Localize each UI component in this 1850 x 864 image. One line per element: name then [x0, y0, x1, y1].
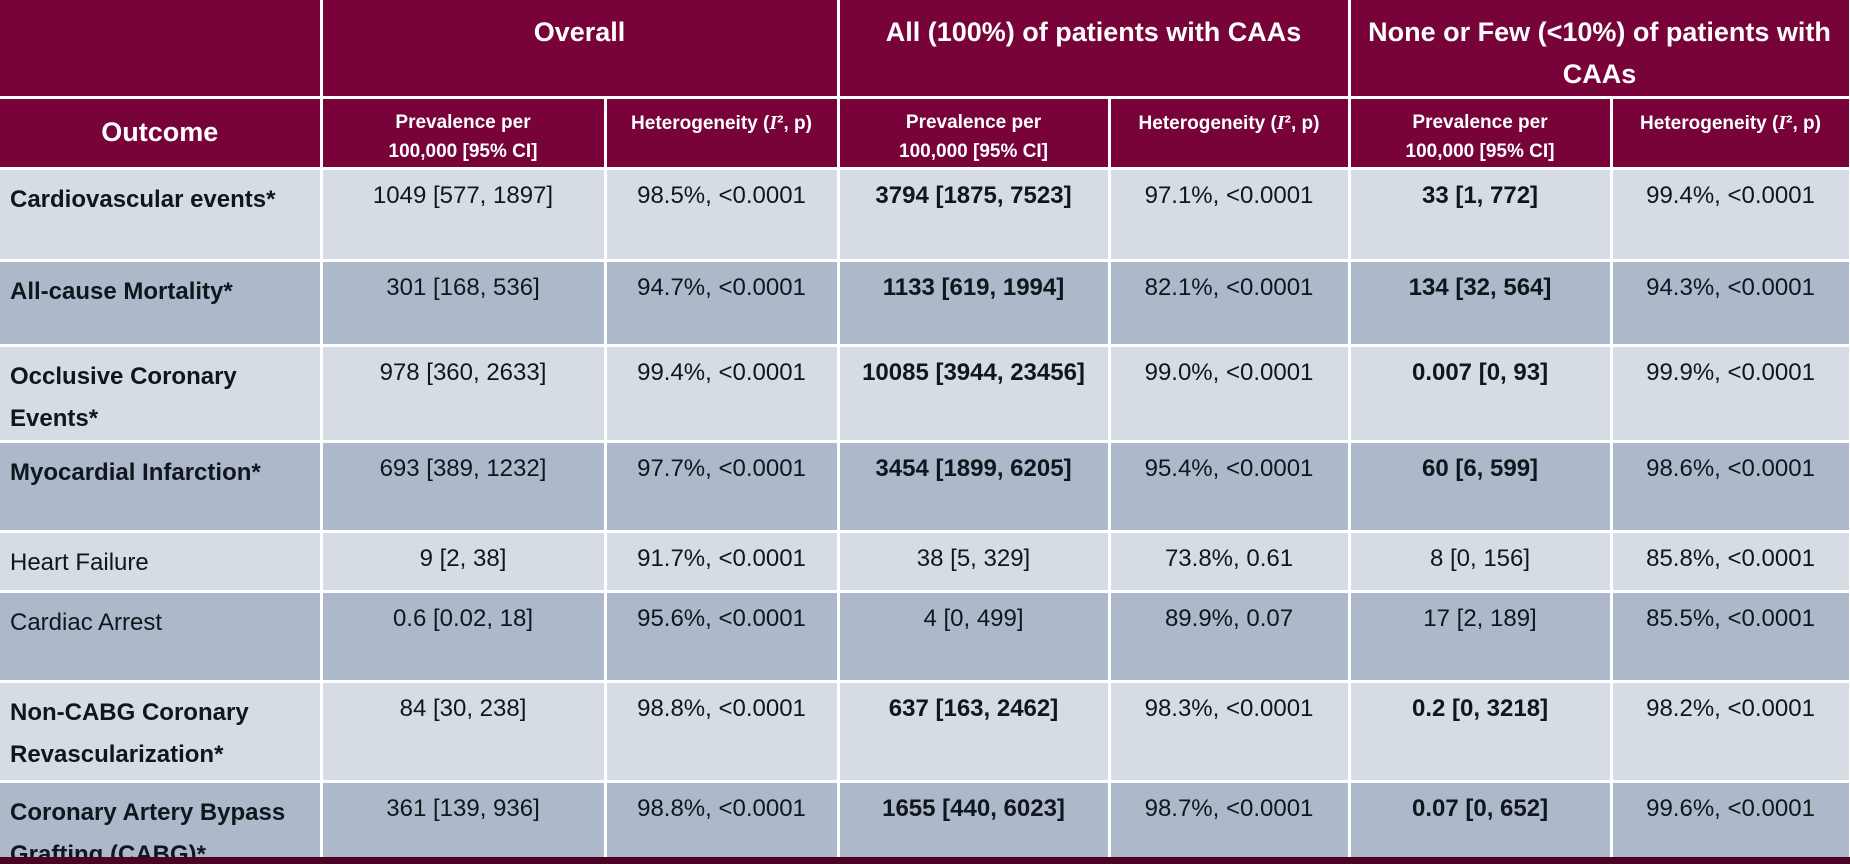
all-caa-prevalence-cell: 1655 [440, 6023] — [836, 779, 1111, 864]
outcome-label-cell: All-cause Mortality* — [0, 258, 323, 347]
table-row: Non-CABG Coronary Revascularization* 84 … — [0, 679, 1850, 783]
heterogeneity-header-suffix: ², p) — [1284, 112, 1320, 134]
all-caa-prevalence-cell: 38 [5, 329] — [836, 529, 1111, 593]
overall-heterogeneity-cell: 97.7%, <0.0001 — [603, 439, 840, 533]
prevalence-header-line2: 100,000 [95% CI] — [388, 141, 538, 163]
table-row: Coronary Artery Bypass Grafting (CABG)* … — [0, 779, 1850, 864]
none-few-caa-heterogeneity-cell: 85.8%, <0.0001 — [1609, 529, 1850, 593]
group-header-none-few-caa: None or Few (<10%) of patients with CAAs — [1347, 0, 1850, 99]
heterogeneity-header-prefix: Heterogeneity ( — [631, 112, 770, 134]
all-caa-prevalence-header: Prevalence per 100,000 [95% CI] — [836, 95, 1111, 170]
heterogeneity-header-prefix: Heterogeneity ( — [1640, 112, 1779, 134]
table-body: Cardiovascular events* 1049 [577, 1897] … — [0, 166, 1850, 864]
sub-header-row: Outcome Prevalence per 100,000 [95% CI] … — [0, 95, 1850, 170]
group-header-row: Overall All (100%) of patients with CAAs… — [0, 0, 1850, 99]
all-caa-prevalence-cell: 3454 [1899, 6205] — [836, 439, 1111, 533]
all-caa-heterogeneity-cell: 73.8%, 0.61 — [1107, 529, 1351, 593]
none-few-caa-prevalence-cell: 60 [6, 599] — [1347, 439, 1613, 533]
all-caa-heterogeneity-cell: 89.9%, 0.07 — [1107, 589, 1351, 683]
all-caa-heterogeneity-cell: 99.0%, <0.0001 — [1107, 343, 1351, 443]
overall-heterogeneity-cell: 95.6%, <0.0001 — [603, 589, 840, 683]
prevalence-header-line1: Prevalence per — [395, 111, 531, 133]
none-few-caa-heterogeneity-cell: 85.5%, <0.0001 — [1609, 589, 1850, 683]
overall-heterogeneity-cell: 98.8%, <0.0001 — [603, 779, 840, 864]
all-caa-heterogeneity-cell: 97.1%, <0.0001 — [1107, 166, 1351, 262]
outcome-label-cell: Cardiac Arrest — [0, 589, 323, 683]
heterogeneity-header-suffix: ², p) — [777, 112, 812, 134]
none-few-caa-prevalence-cell: 8 [0, 156] — [1347, 529, 1613, 593]
all-caa-prevalence-cell: 637 [163, 2462] — [836, 679, 1111, 783]
none-few-caa-heterogeneity-cell: 99.6%, <0.0001 — [1609, 779, 1850, 864]
overall-prevalence-cell: 9 [2, 38] — [319, 529, 607, 593]
overall-heterogeneity-cell: 99.4%, <0.0001 — [603, 343, 840, 443]
none-few-caa-heterogeneity-cell: 99.9%, <0.0001 — [1609, 343, 1850, 443]
outcome-label-cell: Cardiovascular events* — [0, 166, 323, 262]
outcome-label-cell: Non-CABG Coronary Revascularization* — [0, 679, 323, 783]
table-row: All-cause Mortality* 301 [168, 536] 94.7… — [0, 258, 1850, 347]
prevalence-header-line1: Prevalence per — [1412, 111, 1548, 133]
table-row: Cardiovascular events* 1049 [577, 1897] … — [0, 166, 1850, 262]
overall-heterogeneity-cell: 98.5%, <0.0001 — [603, 166, 840, 262]
table-row: Myocardial Infarction* 693 [389, 1232] 9… — [0, 439, 1850, 533]
overall-heterogeneity-header: Heterogeneity (I², p) — [603, 95, 840, 170]
heterogeneity-header-suffix: ², p) — [1786, 112, 1821, 134]
overall-prevalence-cell: 978 [360, 2633] — [319, 343, 607, 443]
all-caa-prevalence-cell: 3794 [1875, 7523] — [836, 166, 1111, 262]
none-few-caa-prevalence-header: Prevalence per 100,000 [95% CI] — [1347, 95, 1613, 170]
all-caa-prevalence-cell: 4 [0, 499] — [836, 589, 1111, 683]
outcome-label-cell: Myocardial Infarction* — [0, 439, 323, 533]
none-few-caa-prevalence-cell: 0.07 [0, 652] — [1347, 779, 1613, 864]
none-few-caa-heterogeneity-cell: 98.2%, <0.0001 — [1609, 679, 1850, 783]
overall-prevalence-cell: 693 [389, 1232] — [319, 439, 607, 533]
table-header: Overall All (100%) of patients with CAAs… — [0, 0, 1850, 170]
outcome-label-cell: Coronary Artery Bypass Grafting (CABG)* — [0, 779, 323, 864]
heterogeneity-header-prefix: Heterogeneity ( — [1138, 112, 1277, 134]
none-few-caa-prevalence-cell: 134 [32, 564] — [1347, 258, 1613, 347]
overall-prevalence-cell: 0.6 [0.02, 18] — [319, 589, 607, 683]
prevalence-header-line2: 100,000 [95% CI] — [899, 141, 1048, 163]
none-few-caa-heterogeneity-header: Heterogeneity (I², p) — [1609, 95, 1850, 170]
all-caa-heterogeneity-cell: 98.7%, <0.0001 — [1107, 779, 1351, 864]
heterogeneity-i-symbol: I — [1778, 111, 1787, 134]
none-few-caa-heterogeneity-cell: 99.4%, <0.0001 — [1609, 166, 1850, 262]
table-row: Heart Failure 9 [2, 38] 91.7%, <0.0001 3… — [0, 529, 1850, 593]
none-few-caa-prevalence-cell: 33 [1, 772] — [1347, 166, 1613, 262]
all-caa-prevalence-cell: 1133 [619, 1994] — [836, 258, 1111, 347]
outcome-label-cell: Heart Failure — [0, 529, 323, 593]
none-few-caa-prevalence-cell: 0.007 [0, 93] — [1347, 343, 1613, 443]
none-few-caa-heterogeneity-cell: 98.6%, <0.0001 — [1609, 439, 1850, 533]
all-caa-heterogeneity-header: Heterogeneity (I², p) — [1107, 95, 1351, 170]
overall-heterogeneity-cell: 94.7%, <0.0001 — [603, 258, 840, 347]
all-caa-prevalence-cell: 10085 [3944, 23456] — [836, 343, 1111, 443]
heterogeneity-i-symbol: I — [1276, 111, 1285, 134]
outcome-column-header: Outcome — [0, 95, 323, 170]
overall-prevalence-cell: 1049 [577, 1897] — [319, 166, 607, 262]
group-header-all-caa: All (100%) of patients with CAAs — [836, 0, 1351, 99]
overall-heterogeneity-cell: 98.8%, <0.0001 — [603, 679, 840, 783]
overall-prevalence-header: Prevalence per 100,000 [95% CI] — [319, 95, 607, 170]
all-caa-heterogeneity-cell: 95.4%, <0.0001 — [1107, 439, 1351, 533]
heterogeneity-i-symbol: I — [769, 111, 778, 134]
outcome-label-cell: Occlusive Coronary Events* — [0, 343, 323, 443]
prevalence-header-line1: Prevalence per — [905, 111, 1042, 133]
all-caa-heterogeneity-cell: 98.3%, <0.0001 — [1107, 679, 1351, 783]
overall-prevalence-cell: 84 [30, 238] — [319, 679, 607, 783]
table-row: Occlusive Coronary Events* 978 [360, 263… — [0, 343, 1850, 443]
none-few-caa-prevalence-cell: 17 [2, 189] — [1347, 589, 1613, 683]
group-header-overall: Overall — [319, 0, 840, 99]
overall-heterogeneity-cell: 91.7%, <0.0001 — [603, 529, 840, 593]
table-bottom-border — [0, 857, 1850, 864]
none-few-caa-heterogeneity-cell: 94.3%, <0.0001 — [1609, 258, 1850, 347]
none-few-caa-prevalence-cell: 0.2 [0, 3218] — [1347, 679, 1613, 783]
overall-prevalence-cell: 361 [139, 936] — [319, 779, 607, 864]
prevalence-header-line2: 100,000 [95% CI] — [1405, 141, 1555, 163]
overall-prevalence-cell: 301 [168, 536] — [319, 258, 607, 347]
table-row: Cardiac Arrest 0.6 [0.02, 18] 95.6%, <0.… — [0, 589, 1850, 683]
corner-blank-cell — [0, 0, 323, 99]
all-caa-heterogeneity-cell: 82.1%, <0.0001 — [1107, 258, 1351, 347]
